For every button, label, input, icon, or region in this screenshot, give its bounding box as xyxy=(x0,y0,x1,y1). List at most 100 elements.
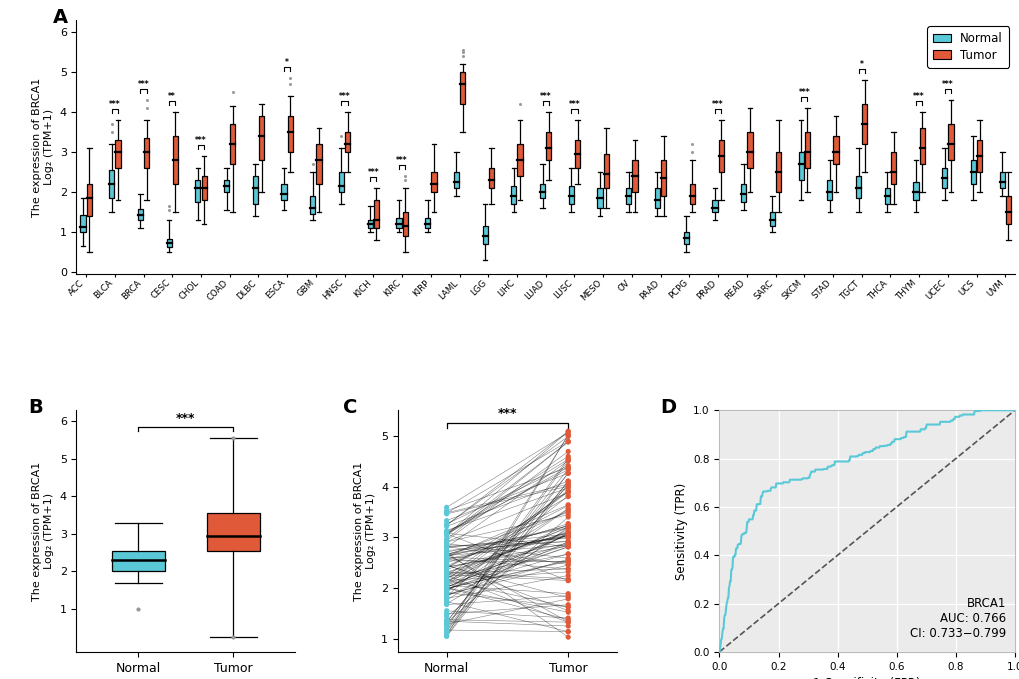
FancyBboxPatch shape xyxy=(253,176,258,204)
Point xyxy=(438,589,454,600)
Point xyxy=(438,549,454,559)
FancyBboxPatch shape xyxy=(883,188,889,204)
FancyBboxPatch shape xyxy=(281,184,286,200)
Point xyxy=(559,526,576,537)
Point xyxy=(559,554,576,565)
Point xyxy=(559,520,576,531)
FancyBboxPatch shape xyxy=(87,184,92,216)
FancyBboxPatch shape xyxy=(172,136,177,184)
Point xyxy=(559,529,576,540)
Point xyxy=(438,570,454,581)
Point xyxy=(438,509,454,519)
Point xyxy=(559,506,576,517)
FancyBboxPatch shape xyxy=(431,172,436,192)
Point xyxy=(559,614,576,625)
Point xyxy=(438,574,454,585)
Point xyxy=(438,519,454,530)
Point xyxy=(438,519,454,530)
Point xyxy=(559,536,576,547)
Point xyxy=(559,593,576,604)
Point xyxy=(438,515,454,526)
FancyBboxPatch shape xyxy=(338,172,343,192)
Point xyxy=(438,543,454,553)
Point xyxy=(559,617,576,627)
FancyBboxPatch shape xyxy=(769,212,774,226)
FancyBboxPatch shape xyxy=(374,200,379,228)
Y-axis label: The expression of BRCA1
Log₂ (TPM+1): The expression of BRCA1 Log₂ (TPM+1) xyxy=(354,462,375,601)
Text: **: ** xyxy=(168,92,176,100)
Point xyxy=(559,486,576,497)
Point xyxy=(559,468,576,479)
Text: ***: *** xyxy=(568,100,580,109)
Point xyxy=(438,541,454,552)
Point xyxy=(438,630,454,641)
Point xyxy=(559,455,576,466)
Point xyxy=(438,562,454,572)
Point xyxy=(438,582,454,593)
Point xyxy=(438,525,454,536)
FancyBboxPatch shape xyxy=(259,116,264,160)
Point xyxy=(559,481,576,492)
Text: ***: *** xyxy=(942,79,953,89)
Point xyxy=(559,530,576,541)
FancyBboxPatch shape xyxy=(970,160,975,184)
Point xyxy=(438,567,454,578)
Point xyxy=(559,626,576,637)
Point xyxy=(559,437,576,447)
Text: ***: *** xyxy=(109,100,120,109)
FancyBboxPatch shape xyxy=(833,136,838,164)
FancyBboxPatch shape xyxy=(1005,196,1010,224)
Point xyxy=(559,564,576,574)
Point xyxy=(559,539,576,550)
FancyBboxPatch shape xyxy=(919,128,924,164)
FancyBboxPatch shape xyxy=(717,141,723,172)
Point xyxy=(559,430,576,441)
Point xyxy=(438,550,454,561)
Point xyxy=(559,499,576,510)
FancyBboxPatch shape xyxy=(575,141,580,168)
FancyBboxPatch shape xyxy=(109,170,114,198)
Point xyxy=(438,583,454,594)
Point xyxy=(438,547,454,557)
FancyBboxPatch shape xyxy=(81,215,86,232)
FancyBboxPatch shape xyxy=(482,226,487,244)
FancyBboxPatch shape xyxy=(569,186,574,204)
Point xyxy=(559,527,576,538)
Point xyxy=(559,486,576,497)
Point xyxy=(559,521,576,532)
Point xyxy=(438,583,454,593)
FancyBboxPatch shape xyxy=(632,160,637,192)
Point xyxy=(438,552,454,563)
Point xyxy=(438,508,454,519)
Point xyxy=(559,528,576,539)
FancyBboxPatch shape xyxy=(890,152,896,184)
Point xyxy=(559,451,576,462)
FancyBboxPatch shape xyxy=(517,144,522,176)
Point xyxy=(438,581,454,592)
FancyBboxPatch shape xyxy=(660,160,665,196)
Point xyxy=(559,521,576,532)
Point xyxy=(438,549,454,559)
Y-axis label: The expression of BRCA1
Log₂ (TPM+1): The expression of BRCA1 Log₂ (TPM+1) xyxy=(33,462,54,601)
FancyBboxPatch shape xyxy=(460,72,465,105)
Point xyxy=(559,446,576,457)
Point xyxy=(438,528,454,538)
FancyBboxPatch shape xyxy=(453,172,459,188)
FancyBboxPatch shape xyxy=(913,182,918,200)
Point xyxy=(559,522,576,533)
Point xyxy=(438,576,454,587)
Point xyxy=(559,602,576,612)
FancyBboxPatch shape xyxy=(804,132,809,168)
FancyBboxPatch shape xyxy=(747,132,752,168)
Point xyxy=(559,631,576,642)
Point xyxy=(559,479,576,490)
Point xyxy=(438,555,454,566)
Point xyxy=(559,504,576,515)
FancyBboxPatch shape xyxy=(166,239,171,247)
Point xyxy=(438,529,454,540)
Point xyxy=(438,526,454,537)
Point xyxy=(438,550,454,561)
Point xyxy=(559,538,576,549)
Point xyxy=(438,617,454,628)
Text: BRCA1
AUC: 0.766
CI: 0.733−0.799: BRCA1 AUC: 0.766 CI: 0.733−0.799 xyxy=(909,597,1005,640)
